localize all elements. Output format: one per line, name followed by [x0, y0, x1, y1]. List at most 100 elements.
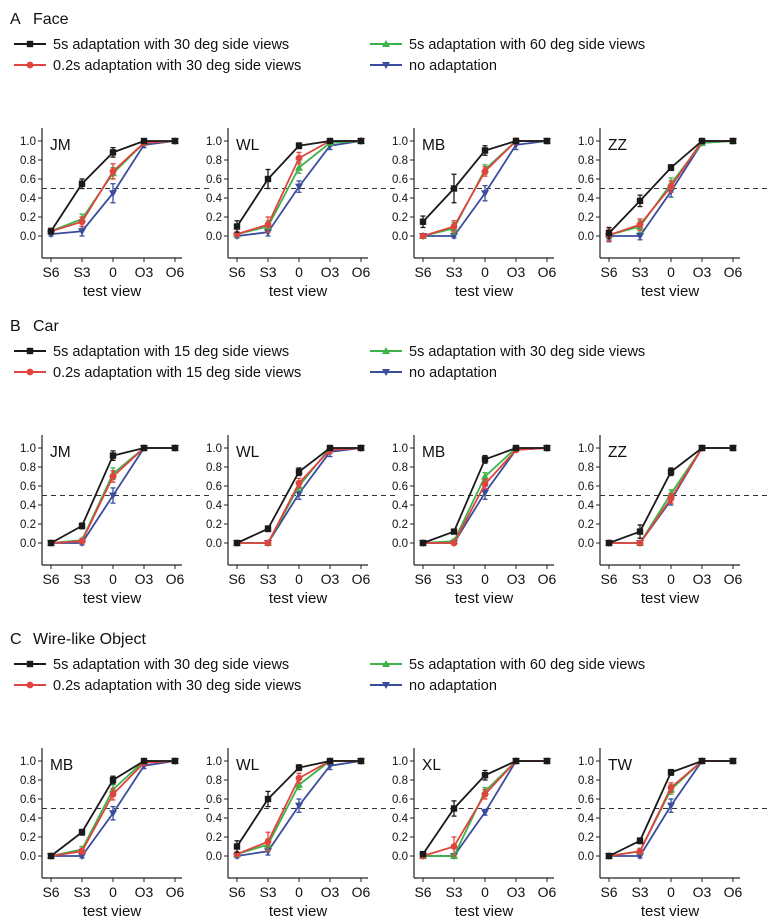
- data-point: [264, 539, 272, 547]
- legend-item-blue: no adaptation: [370, 678, 497, 694]
- y-tick-label: 0.0: [206, 231, 222, 243]
- x-tick-label: O6: [724, 884, 743, 900]
- x-tick-label: O3: [321, 571, 340, 587]
- data-point: [326, 137, 334, 145]
- data-point: [295, 154, 303, 162]
- legend-label: no adaptation: [409, 678, 497, 694]
- x-tick-label: S6: [42, 264, 59, 280]
- series-black: [233, 137, 365, 233]
- data-point: [264, 525, 272, 532]
- data-point: [109, 492, 117, 500]
- data-point: [295, 774, 303, 782]
- data-point: [667, 164, 675, 171]
- data-point: [605, 852, 613, 860]
- x-axis-label: test view: [455, 903, 514, 917]
- x-tick-label: S3: [631, 884, 648, 900]
- data-point: [419, 850, 427, 858]
- x-axis-label: test view: [83, 283, 142, 300]
- data-point: [481, 790, 489, 798]
- data-point: [636, 539, 644, 547]
- y-tick-label: 1.0: [20, 443, 36, 455]
- data-point: [171, 137, 179, 145]
- y-tick-label: 0.2: [20, 519, 36, 531]
- legend-label: 5s adaptation with 30 deg side views: [53, 657, 289, 673]
- y-tick-label: 0.0: [392, 231, 408, 243]
- x-tick-label: O6: [352, 571, 371, 587]
- data-point: [140, 444, 148, 452]
- legend-marker: [26, 61, 34, 69]
- data-point: [481, 772, 489, 779]
- y-tick-label: 0.2: [578, 212, 594, 224]
- series-black: [47, 137, 179, 235]
- x-tick-label: 0: [667, 884, 675, 900]
- legend-label: 5s adaptation with 30 deg side views: [53, 37, 289, 53]
- y-tick-label: 0.8: [392, 462, 408, 474]
- data-point: [233, 843, 241, 850]
- subject-label: TW: [608, 757, 632, 774]
- x-tick-label: O3: [507, 571, 526, 587]
- data-point: [78, 829, 86, 836]
- y-tick-label: 0.2: [206, 519, 222, 531]
- x-axis-label: test view: [83, 590, 142, 607]
- data-point: [295, 142, 303, 149]
- y-tick-label: 1.0: [206, 136, 222, 148]
- x-tick-label: S6: [42, 884, 59, 900]
- x-tick-label: 0: [109, 884, 117, 900]
- data-point: [109, 473, 117, 480]
- x-tick-label: O3: [135, 571, 154, 587]
- legend-marker: [26, 660, 34, 668]
- subject-label: JM: [50, 137, 71, 154]
- y-tick-label: 0.0: [578, 538, 594, 550]
- x-tick-label: 0: [295, 571, 303, 587]
- x-tick-label: O6: [166, 571, 185, 587]
- legend-item-red: 0.2s adaptation with 30 deg side views: [14, 58, 301, 74]
- y-tick-label: 1.0: [392, 136, 408, 148]
- panel-title: Car: [33, 318, 59, 335]
- x-axis-label: test view: [641, 283, 700, 300]
- x-axis-label: test view: [455, 590, 514, 607]
- y-tick-label: 0.2: [392, 519, 408, 531]
- y-tick-label: 0.0: [20, 851, 36, 863]
- data-point: [636, 837, 644, 844]
- x-tick-label: O6: [166, 264, 185, 280]
- data-point: [450, 539, 458, 547]
- x-tick-label: S3: [631, 571, 648, 587]
- legend-item-black: 5s adaptation with 30 deg side views: [14, 37, 289, 53]
- legend-marker: [26, 347, 34, 355]
- data-point: [295, 490, 303, 498]
- y-tick-label: 0.2: [206, 832, 222, 844]
- x-axis-label: test view: [641, 903, 700, 917]
- data-point: [667, 494, 675, 502]
- x-tick-label: O3: [693, 571, 712, 587]
- y-tick-label: 0.2: [392, 212, 408, 224]
- data-point: [481, 147, 489, 154]
- legend-item-green: 5s adaptation with 30 deg side views: [370, 344, 645, 360]
- data-point: [636, 197, 644, 205]
- x-tick-label: O3: [321, 264, 340, 280]
- subplot-mb: 0.0 0.2 0.4 0.6 0.8 1.0 S6 S3 0 O3 O6 test view MB: [392, 128, 584, 300]
- legend-marker: [382, 682, 390, 689]
- data-point: [543, 444, 551, 452]
- legend-label: no adaptation: [409, 365, 497, 381]
- legend-label: 0.2s adaptation with 15 deg side views: [53, 365, 301, 381]
- x-tick-label: O6: [538, 884, 557, 900]
- legend-marker: [382, 62, 390, 69]
- y-tick-label: 0.4: [392, 500, 409, 512]
- data-point: [636, 847, 644, 855]
- legend-marker: [26, 368, 34, 376]
- data-point: [512, 757, 520, 765]
- x-axis-label: test view: [455, 283, 514, 300]
- y-tick-label: 0.6: [206, 794, 222, 806]
- x-axis-label: test view: [641, 590, 700, 607]
- subject-label: MB: [50, 757, 73, 774]
- x-tick-label: 0: [109, 264, 117, 280]
- legend-label: 5s adaptation with 15 deg side views: [53, 344, 289, 360]
- data-point: [450, 805, 458, 812]
- x-tick-label: S3: [259, 884, 276, 900]
- series-black: [605, 444, 737, 547]
- data-point: [605, 229, 613, 237]
- y-tick-label: 0.6: [578, 794, 594, 806]
- legend-marker: [26, 681, 34, 689]
- data-point: [264, 838, 272, 846]
